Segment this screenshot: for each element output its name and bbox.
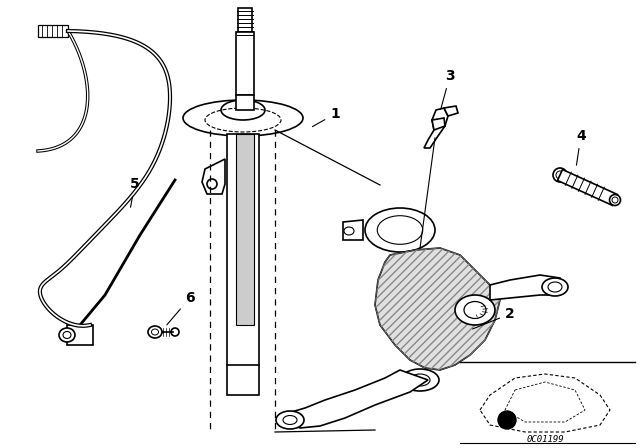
Polygon shape [343, 220, 363, 240]
Polygon shape [424, 108, 448, 148]
Ellipse shape [59, 328, 75, 342]
Ellipse shape [548, 282, 562, 292]
Ellipse shape [221, 100, 265, 120]
Ellipse shape [344, 227, 354, 235]
Polygon shape [432, 118, 445, 130]
Text: 3: 3 [441, 69, 454, 109]
Polygon shape [67, 325, 93, 345]
Ellipse shape [455, 295, 495, 325]
Ellipse shape [148, 326, 162, 338]
Ellipse shape [377, 215, 423, 244]
Circle shape [207, 179, 217, 189]
Ellipse shape [612, 197, 618, 203]
Ellipse shape [283, 415, 297, 425]
Polygon shape [38, 25, 68, 37]
Polygon shape [236, 32, 254, 95]
Ellipse shape [464, 302, 486, 319]
Ellipse shape [171, 328, 179, 336]
Text: 1: 1 [312, 107, 340, 127]
Polygon shape [227, 134, 259, 395]
Ellipse shape [556, 171, 564, 179]
Polygon shape [557, 169, 618, 206]
Polygon shape [238, 8, 252, 32]
Polygon shape [236, 95, 254, 110]
Ellipse shape [401, 369, 439, 391]
Ellipse shape [152, 329, 159, 335]
Ellipse shape [553, 168, 567, 182]
Ellipse shape [63, 332, 71, 339]
Polygon shape [236, 134, 254, 325]
Ellipse shape [410, 374, 430, 386]
Text: 5: 5 [130, 177, 140, 207]
Polygon shape [444, 106, 458, 116]
Polygon shape [490, 275, 560, 300]
Ellipse shape [276, 411, 304, 429]
Text: 0C01199: 0C01199 [526, 435, 564, 444]
Ellipse shape [183, 100, 303, 136]
Polygon shape [202, 159, 225, 194]
Ellipse shape [609, 194, 621, 206]
Ellipse shape [365, 208, 435, 252]
Text: 4: 4 [576, 129, 586, 165]
Text: 2: 2 [472, 307, 515, 329]
Polygon shape [285, 370, 428, 428]
Circle shape [498, 411, 516, 429]
Text: 6: 6 [167, 291, 195, 325]
Polygon shape [375, 248, 500, 370]
Ellipse shape [542, 278, 568, 296]
